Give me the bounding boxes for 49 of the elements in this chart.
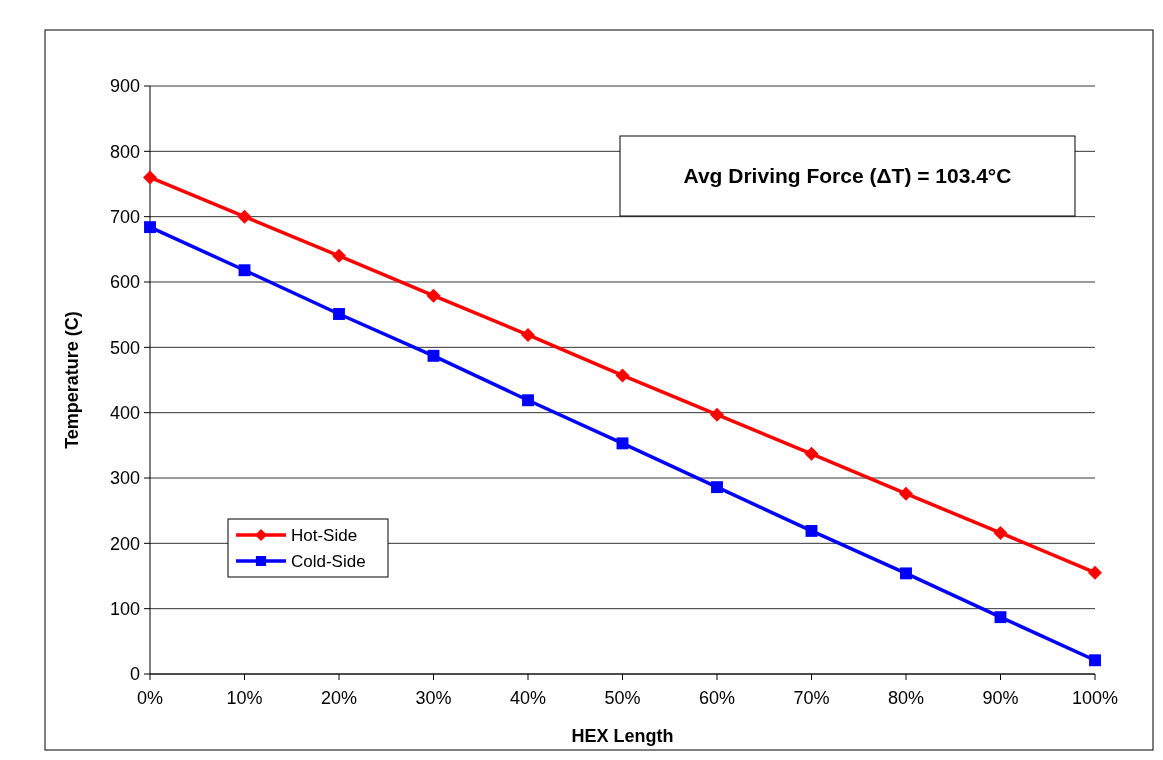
point — [144, 221, 156, 234]
point — [1089, 654, 1101, 667]
x-tick-label: 70% — [793, 688, 830, 708]
point — [238, 264, 251, 277]
y-tick-label: 900 — [109, 76, 140, 97]
x-tick-label: 30% — [415, 688, 452, 708]
point — [711, 481, 723, 494]
x-tick-label: 40% — [509, 688, 547, 708]
point — [521, 327, 535, 342]
x-tick-label: 90% — [982, 688, 1019, 708]
x-tick-label: 50% — [604, 688, 641, 708]
y-tick-label: 0 — [129, 664, 140, 685]
legend-label: Hot-Side — [291, 525, 358, 545]
y-tick-label: 200 — [109, 533, 140, 554]
point — [993, 525, 1008, 540]
point — [616, 437, 629, 450]
point — [427, 349, 440, 362]
y-tick-label: 300 — [109, 468, 140, 489]
point — [900, 567, 912, 580]
x-tick-label: 0% — [136, 688, 164, 708]
point — [332, 248, 346, 263]
x-tick-label: 100% — [1071, 688, 1119, 708]
x-tick-label: 80% — [887, 688, 925, 708]
legend-label: Cold-Side — [291, 551, 366, 571]
x-tick-label: 20% — [320, 688, 358, 708]
point — [804, 446, 819, 461]
y-axis-title: Temperature (C) — [62, 311, 82, 449]
y-tick-label: 800 — [109, 141, 140, 162]
point — [615, 368, 630, 383]
point — [522, 394, 534, 407]
point — [994, 611, 1007, 624]
x-axis-title: HEX Length — [571, 726, 674, 746]
x-tick-label: 10% — [226, 688, 263, 708]
note-box: Avg Driving Force (ΔT) = 103.4°C — [619, 135, 1076, 217]
point — [333, 308, 345, 320]
y-tick-label: 400 — [109, 402, 140, 423]
point — [237, 209, 252, 224]
x-tick-label: 60% — [698, 688, 736, 708]
point — [143, 170, 157, 185]
y-tick-label: 600 — [109, 272, 140, 293]
y-tick-label: 100 — [109, 598, 140, 619]
point — [426, 288, 441, 303]
y-tick-label: 500 — [109, 337, 140, 358]
point — [805, 524, 818, 537]
y-tick-label: 700 — [109, 206, 140, 227]
point — [899, 486, 913, 501]
point — [1088, 565, 1102, 580]
point — [710, 407, 724, 422]
annotation: Avg Driving Force (ΔT) = 103.4°C — [683, 164, 1012, 188]
